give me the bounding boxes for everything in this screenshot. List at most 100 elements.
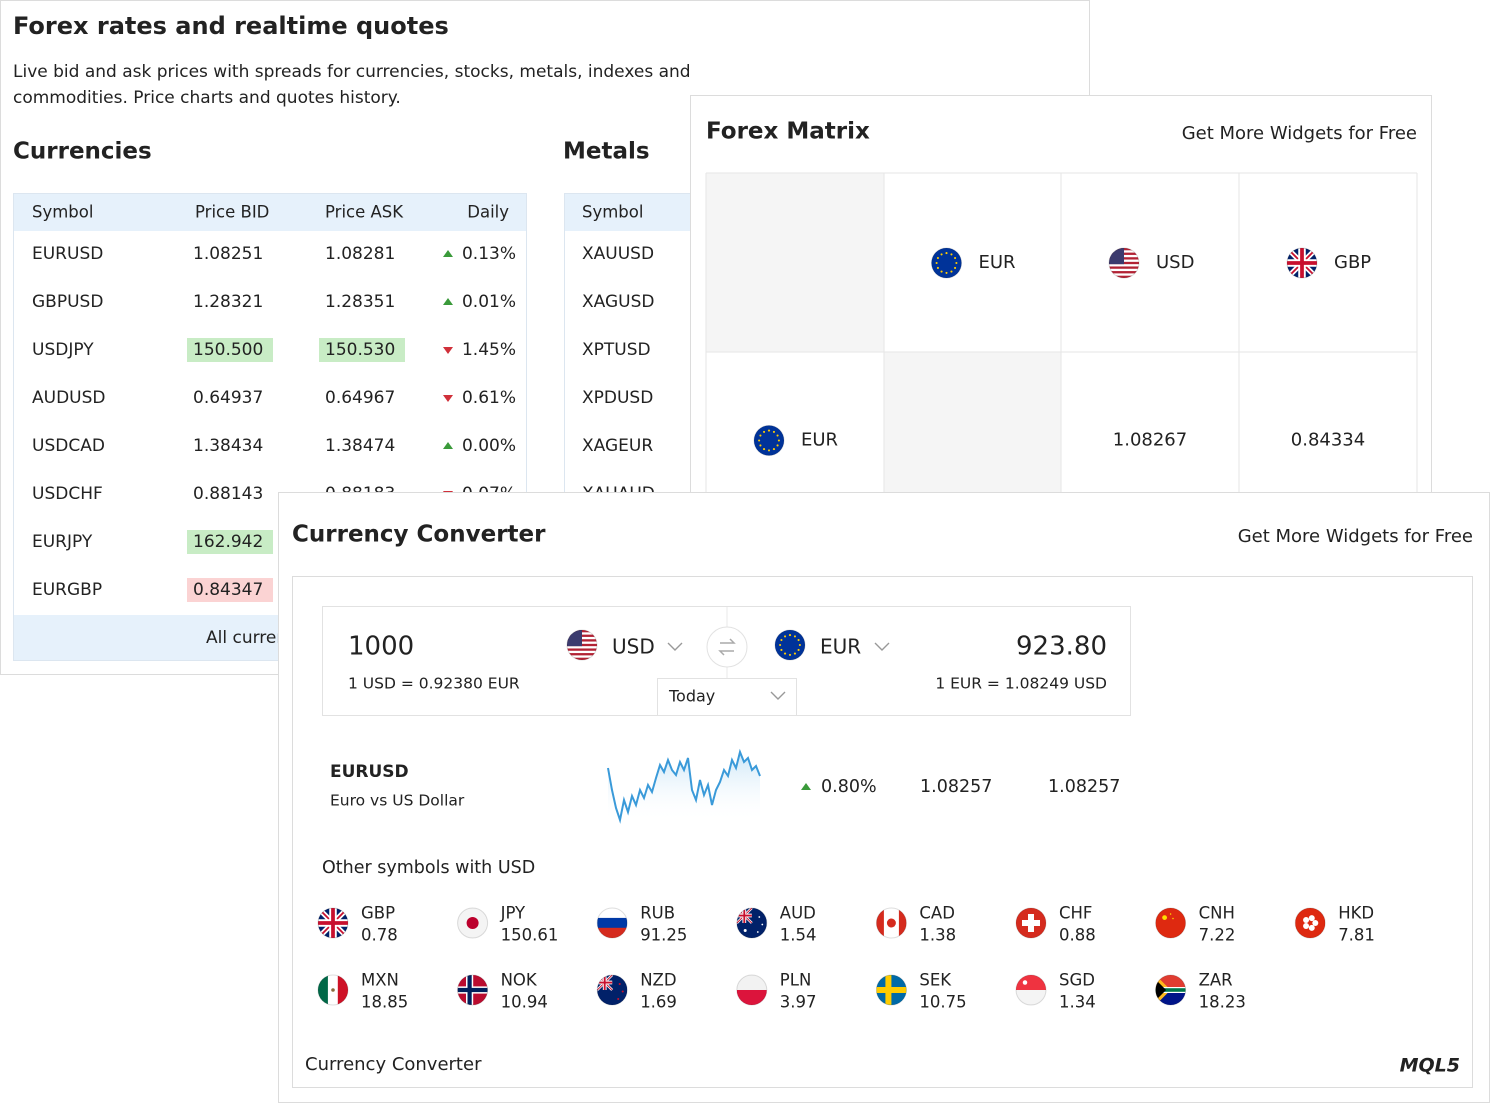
flag-part [954,257,957,260]
flag-body [1016,975,1046,1005]
to-currency[interactable]: EUR [820,635,861,659]
price-highlight [187,338,273,362]
flag-part [779,643,782,647]
other-code[interactable]: SEK [919,971,952,990]
widget-title: Currency Converter [292,522,546,548]
flag-part [950,270,953,273]
column-header: Symbol [582,203,643,222]
other-code[interactable]: PLN [780,971,812,990]
other-code[interactable]: CHF [1059,904,1092,923]
other-code[interactable]: MXN [361,971,399,990]
flag-part [1308,915,1315,922]
flag [1015,974,1047,1006]
column-header: Price ASK [325,203,404,222]
flag-part [763,448,766,451]
symbol-cell: AUDUSD [32,388,106,408]
flag-part [876,987,907,993]
flag-rim [1294,907,1326,939]
other-code[interactable]: CNH [1199,904,1235,923]
pair-description: Euro vs US Dollar [330,792,465,810]
flag [736,974,768,1006]
symbol-cell: XAGUSD [582,292,654,312]
daily-change: 0.01% [462,292,516,312]
other-value: 0.78 [361,926,398,945]
flag-part [767,429,771,432]
other-code[interactable]: SGD [1059,971,1095,990]
trend-arrow [443,298,453,305]
trend-arrow [443,347,453,354]
matrix-column-label: USD [1156,252,1194,273]
flag-rim [1015,974,1047,1006]
flag-part [772,430,775,433]
price-cell: 150.500 [193,340,263,360]
flag-part [617,997,620,1001]
flag-part [940,270,943,273]
flag-part [618,982,621,986]
flag-part [776,434,779,437]
page-description: commodities. Price charts and quotes his… [13,88,401,108]
period-select[interactable] [657,678,797,716]
other-code[interactable]: RUB [640,904,675,923]
flag-body [457,908,488,938]
flag-body [597,908,628,938]
flag-part [788,653,792,656]
flag [317,907,349,939]
flag-rim [317,974,349,1006]
flag-body [318,908,348,938]
flag-part [935,261,938,265]
flag-rim [774,629,806,661]
other-code[interactable]: AUD [780,904,816,923]
widget-link[interactable]: Get More Widgets for Free [1238,526,1473,547]
flag-part [1295,908,1326,938]
flag-body [775,630,805,660]
flag-body [567,630,597,660]
other-value: 3.97 [780,993,817,1012]
amount-input[interactable]: 1000 [348,632,414,662]
sparkline-area [608,752,760,822]
chevron[interactable] [874,642,890,651]
symbol-cell: XPTUSD [582,340,651,360]
flag-rim [566,629,598,661]
other-code[interactable]: ZAR [1199,971,1233,990]
chevron[interactable] [770,691,786,700]
other-code[interactable]: NOK [501,971,538,990]
other-code[interactable]: HKD [1338,904,1374,923]
other-code[interactable]: NZD [640,971,676,990]
widget-link[interactable]: Get More Widgets for Free [1182,123,1417,144]
other-code[interactable]: GBP [361,904,395,923]
flag-part [1109,275,1139,278]
from-currency[interactable]: USD [612,635,655,659]
flag-part [621,990,624,993]
flag [596,907,628,939]
flag [931,247,962,279]
swap-button[interactable] [706,626,748,668]
chevron[interactable] [667,642,683,651]
price-cell: 1.28351 [325,292,395,312]
flag [1294,907,1326,939]
flag-rim [596,974,628,1006]
flag-rim [875,907,907,939]
to-rate: 1 EUR = 1.08249 USD [935,675,1107,693]
other-code[interactable]: CAD [919,904,955,923]
other-code[interactable]: JPY [500,904,526,923]
footer-link[interactable]: Currency Converter [305,1054,482,1075]
flag-part [736,975,767,990]
period-value[interactable]: Today [668,687,715,706]
flag-part [772,448,775,451]
symbol-cell: EURUSD [32,244,103,264]
flag [774,629,806,661]
from-rate: 1 USD = 0.92380 EUR [348,675,520,693]
flag-part [1303,922,1310,929]
flag-rim [457,907,489,939]
other-value: 10.94 [501,993,548,1012]
flag-part [798,643,801,647]
flag-part [945,252,948,255]
mql5-logo: MQL5 [1400,1055,1460,1077]
flag-body [1295,908,1326,938]
daily-change: 1.45% [462,340,516,360]
flag-part [767,449,771,452]
flag-part [1303,917,1310,924]
flag-part [886,918,896,928]
price-cell: 1.08251 [193,244,263,264]
price-cell: 1.38434 [193,436,263,456]
